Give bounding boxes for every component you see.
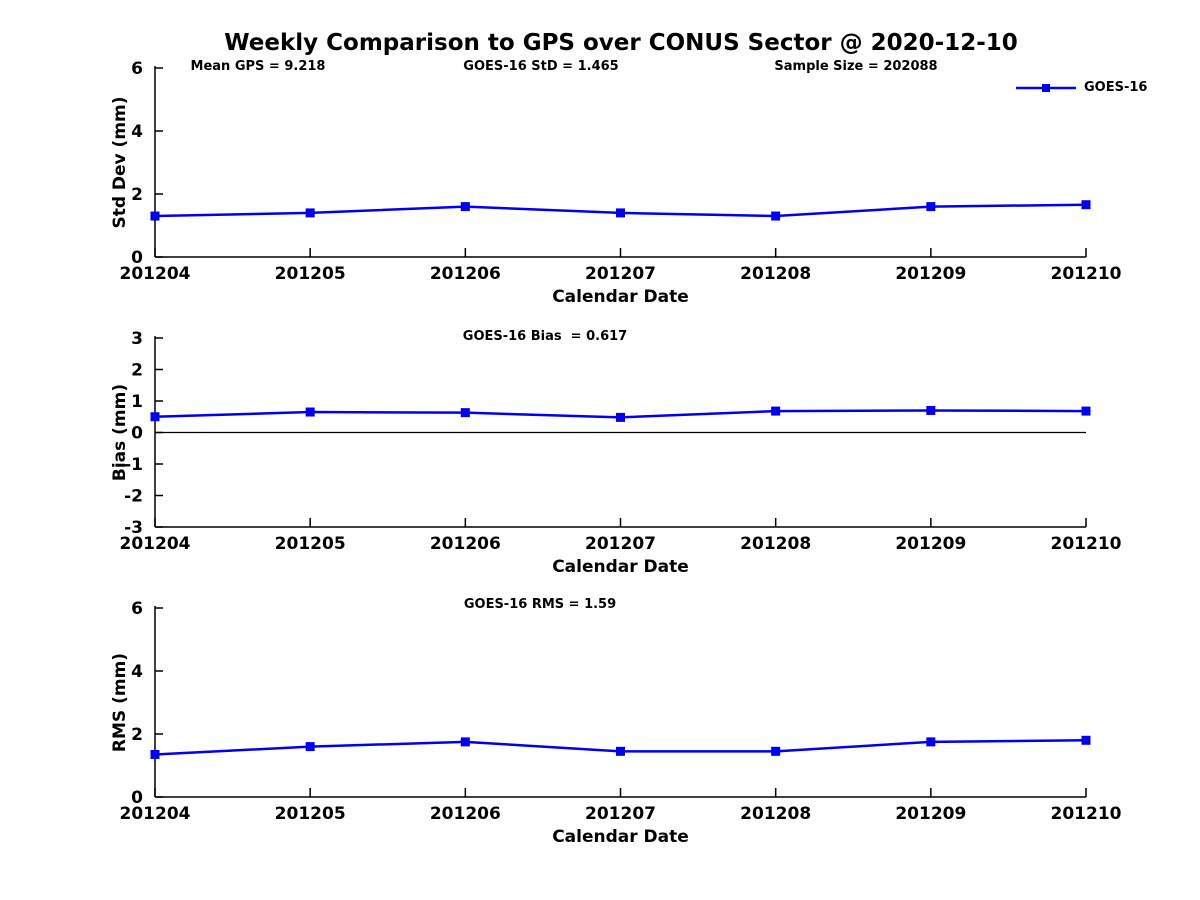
annotation-sample-size: Sample Size = 202088 — [774, 59, 938, 74]
annotation-goes16-std: GOES-16 StD = 1.465 — [463, 59, 619, 74]
svg-text:4: 4 — [131, 122, 143, 142]
svg-text:RMS (mm): RMS (mm) — [110, 653, 130, 752]
svg-text:201204: 201204 — [120, 264, 191, 284]
svg-text:201208: 201208 — [740, 264, 811, 284]
legend-line-icon — [1016, 83, 1076, 92]
svg-text:201204: 201204 — [120, 534, 191, 554]
svg-text:0: 0 — [131, 788, 143, 808]
annotation-mean-gps: Mean GPS = 9.218 — [190, 59, 326, 74]
svg-text:201205: 201205 — [275, 804, 346, 824]
rms-chart: 0 2 4 6 201204 201205 201206 201207 201208 201209… — [110, 599, 1122, 847]
svg-text:0: 0 — [131, 424, 143, 444]
svg-text:0: 0 — [131, 248, 143, 268]
svg-text:6: 6 — [131, 599, 143, 619]
svg-text:201208: 201208 — [740, 804, 811, 824]
svg-text:6: 6 — [131, 59, 143, 79]
svg-text:201204: 201204 — [120, 804, 191, 824]
svg-text:201206: 201206 — [430, 534, 501, 554]
svg-text:201210: 201210 — [1051, 804, 1122, 824]
stddev-chart: 0 2 4 6 201204 201205 201206 201207 201208 201209… — [110, 59, 1122, 307]
annotation-rms-mean: GOES-16 RMS = 1.59 — [463, 597, 617, 612]
svg-text:Calendar Date: Calendar Date — [552, 827, 689, 847]
svg-text:Calendar Date: Calendar Date — [552, 557, 689, 577]
svg-text:201210: 201210 — [1051, 264, 1122, 284]
svg-text:201206: 201206 — [430, 804, 501, 824]
svg-text:201209: 201209 — [895, 534, 966, 554]
svg-text:201207: 201207 — [585, 804, 656, 824]
svg-text:201209: 201209 — [895, 264, 966, 284]
legend: GOES-16 — [1015, 80, 1147, 95]
svg-text:-1: -1 — [124, 455, 143, 475]
svg-text:Std Dev (mm): Std Dev (mm) — [110, 96, 130, 228]
svg-text:Bias (mm): Bias (mm) — [110, 384, 130, 481]
svg-text:4: 4 — [131, 662, 143, 682]
bias-chart: -3 -2 -1 0 1 2 3 201204 201205 201206 201207 201208… — [110, 329, 1122, 577]
svg-text:-3: -3 — [124, 518, 143, 538]
annotation-bias-mean: GOES-16 Bias = 0.617 — [462, 329, 628, 344]
svg-text:201205: 201205 — [275, 534, 346, 554]
svg-text:201209: 201209 — [895, 804, 966, 824]
svg-text:2: 2 — [131, 725, 143, 745]
svg-text:Calendar Date: Calendar Date — [552, 287, 689, 307]
svg-text:201207: 201207 — [585, 264, 656, 284]
svg-text:3: 3 — [131, 329, 143, 349]
svg-text:201205: 201205 — [275, 264, 346, 284]
svg-text:2: 2 — [131, 185, 143, 205]
svg-text:1: 1 — [131, 392, 143, 412]
svg-text:201208: 201208 — [740, 534, 811, 554]
svg-text:201210: 201210 — [1051, 534, 1122, 554]
chart-title: Weekly Comparison to GPS over CONUS Sect… — [224, 30, 1018, 56]
legend-label: GOES-16 — [1084, 80, 1148, 95]
svg-text:201207: 201207 — [585, 534, 656, 554]
svg-text:2: 2 — [131, 361, 143, 381]
svg-text:-2: -2 — [124, 487, 143, 507]
svg-text:201206: 201206 — [430, 264, 501, 284]
